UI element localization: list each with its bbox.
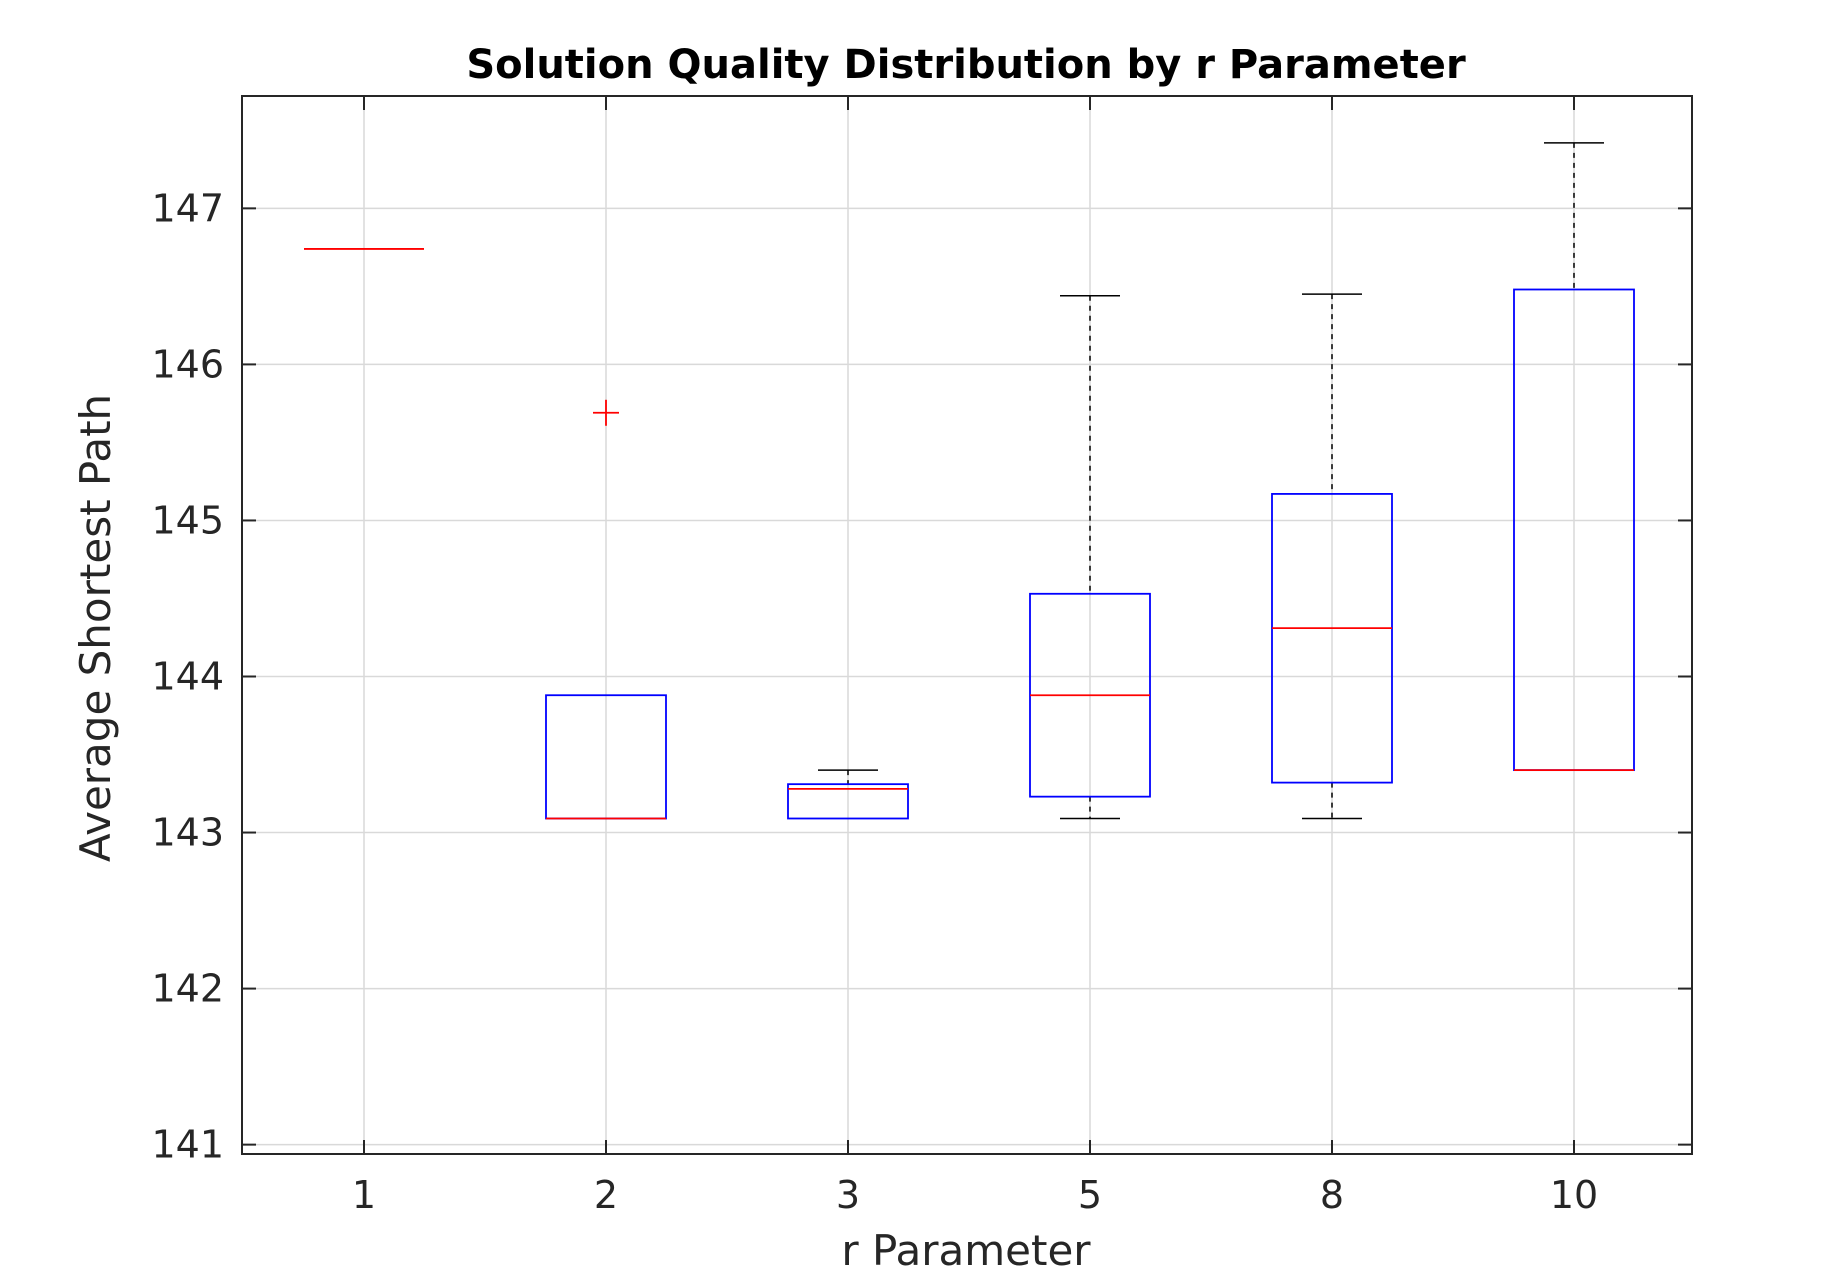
y-tick-label: 146 <box>151 342 224 386</box>
y-tick-label: 143 <box>151 811 224 855</box>
box-group-r-5 <box>1029 294 1151 820</box>
axes-frame <box>241 95 1693 1155</box>
box-group-r-2 <box>545 399 667 820</box>
box-group-r-3 <box>787 769 909 820</box>
boxes <box>304 142 1635 820</box>
y-tick-label: 145 <box>151 498 224 542</box>
y-axis-label: Average Shortest Path <box>71 394 120 862</box>
x-tick-label: 5 <box>1078 1173 1102 1217</box>
iqr-box <box>787 783 909 820</box>
chart-title: Solution Quality Distribution by r Param… <box>466 42 1466 88</box>
y-tick-label: 147 <box>151 186 224 230</box>
y-tick-label: 144 <box>151 654 224 698</box>
box-group-r-10 <box>1513 142 1635 772</box>
x-tick-label: 8 <box>1320 1173 1344 1217</box>
box-group-r-8 <box>1271 293 1393 820</box>
ticks: 141 142 143 144 145 146 147 1 2 3 5 8 10 <box>151 96 1692 1217</box>
x-tick-label: 2 <box>594 1173 618 1217</box>
y-tick-label: 142 <box>151 967 224 1011</box>
y-tick-label: 141 <box>151 1123 224 1167</box>
iqr-box <box>1271 493 1393 784</box>
x-tick-label: 1 <box>352 1173 376 1217</box>
x-tick-label: 3 <box>836 1173 860 1217</box>
grid-lines <box>242 96 1692 1154</box>
x-axis-label: r Parameter <box>841 1226 1091 1275</box>
x-tick-label: 10 <box>1550 1173 1598 1217</box>
